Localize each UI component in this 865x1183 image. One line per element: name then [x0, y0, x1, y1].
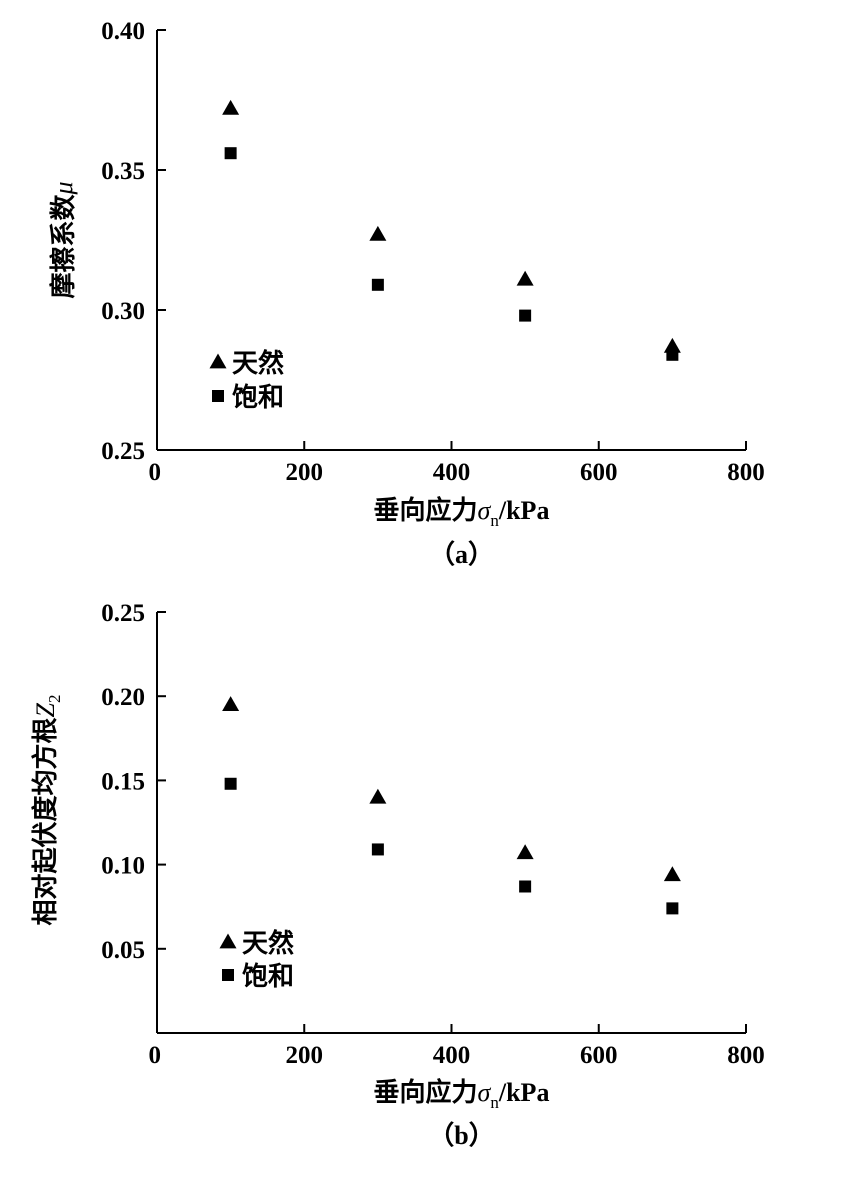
- square-point: [666, 348, 679, 361]
- triangle-point: [663, 866, 681, 882]
- y-axis-title: 相对起伏度均方根Z2: [30, 695, 64, 926]
- square-point: [371, 278, 384, 291]
- square-point: [371, 843, 384, 856]
- chart-caption: （a）: [429, 540, 494, 569]
- square-point: [666, 902, 679, 915]
- legend-triangle-marker: [219, 933, 237, 949]
- legend-square-marker: [212, 390, 224, 402]
- x-tick-label: 800: [727, 1042, 765, 1069]
- x-tick-label: 400: [433, 459, 471, 486]
- chart-caption: （b）: [428, 1121, 494, 1150]
- x-axis-title: 垂向应力σn/kPa: [374, 495, 550, 530]
- square-point: [519, 880, 532, 893]
- x-tick-label: 600: [580, 1042, 618, 1069]
- chart-2: 0.05 0.10 0.15 0.20 0.25 0 200 400 600 800 垂向应力σn/…: [30, 600, 765, 1150]
- x-tick-label: 400: [433, 1042, 471, 1069]
- square-point: [224, 147, 237, 160]
- y-axis-title: 摩擦系数μ: [48, 181, 78, 298]
- legend-label: 饱和: [242, 962, 294, 991]
- legend-triangle-marker: [209, 353, 227, 369]
- y-tick-label: 0.05: [101, 937, 145, 964]
- y-tick-label: 0.35: [101, 158, 145, 185]
- triangle-point: [369, 788, 387, 804]
- x-tick-label: 800: [727, 459, 765, 486]
- y-tick-label: 0.25: [101, 438, 145, 465]
- y-tick-label: 0.20: [101, 684, 145, 711]
- chart-1: 0.25 0.30 0.35 0.40 0 200 400 600 800 垂向应力σn/kPa 摩…: [48, 18, 765, 569]
- y-tick-label: 0.25: [101, 600, 145, 627]
- legend-label: 天然: [242, 928, 294, 958]
- triangle-point: [222, 99, 240, 115]
- square-point: [519, 309, 532, 322]
- legend-label: 饱和: [232, 383, 284, 412]
- y-tick-label: 0.40: [101, 18, 145, 45]
- legend-square-marker: [222, 969, 234, 981]
- x-tick-label: 600: [580, 459, 618, 486]
- y-tick-label: 0.10: [101, 853, 145, 880]
- triangle-point: [516, 844, 534, 860]
- x-tick-label: 200: [286, 1042, 324, 1069]
- x-tick-label: 0: [149, 459, 162, 486]
- triangle-point: [222, 696, 240, 711]
- x-tick-label: 0: [149, 1042, 162, 1069]
- square-point: [224, 777, 237, 790]
- x-tick-label: 200: [286, 459, 324, 486]
- y-tick-label: 0.15: [101, 768, 145, 795]
- triangle-point: [516, 270, 534, 286]
- y-tick-label: 0.30: [101, 298, 145, 325]
- legend-label: 天然: [232, 348, 284, 378]
- x-axis-title: 垂向应力σn/kPa: [374, 1077, 550, 1112]
- triangle-point: [369, 225, 387, 241]
